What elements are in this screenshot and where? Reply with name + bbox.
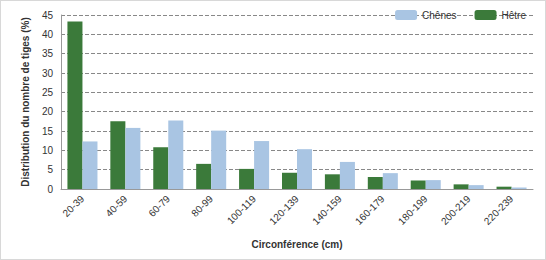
svg-text:Circonférence (cm): Circonférence (cm) xyxy=(251,239,342,250)
svg-text:40-59: 40-59 xyxy=(103,193,129,219)
svg-text:45: 45 xyxy=(42,10,54,21)
svg-text:120-139: 120-139 xyxy=(267,193,301,227)
svg-text:Chênes: Chênes xyxy=(422,10,456,21)
svg-text:5: 5 xyxy=(47,164,53,175)
svg-text:30: 30 xyxy=(42,68,54,79)
svg-text:15: 15 xyxy=(42,126,54,137)
svg-text:20: 20 xyxy=(42,106,54,117)
svg-text:100-119: 100-119 xyxy=(225,193,258,226)
svg-text:35: 35 xyxy=(42,48,54,59)
svg-text:Hêtre: Hêtre xyxy=(502,10,527,21)
svg-text:200-219: 200-219 xyxy=(439,193,473,227)
svg-text:20-39: 20-39 xyxy=(61,193,87,219)
svg-text:Distribution du nombre de tige: Distribution du nombre de tiges (%) xyxy=(20,17,31,186)
svg-text:160-179: 160-179 xyxy=(353,193,387,227)
svg-text:10: 10 xyxy=(42,145,54,156)
svg-text:40: 40 xyxy=(42,29,54,40)
svg-text:0: 0 xyxy=(47,184,53,195)
svg-text:25: 25 xyxy=(42,87,54,98)
svg-text:220-239: 220-239 xyxy=(482,193,516,227)
svg-text:180-199: 180-199 xyxy=(396,193,430,227)
svg-text:140-159: 140-159 xyxy=(310,193,344,227)
svg-text:80-99: 80-99 xyxy=(189,193,215,219)
svg-text:60-79: 60-79 xyxy=(146,193,172,219)
